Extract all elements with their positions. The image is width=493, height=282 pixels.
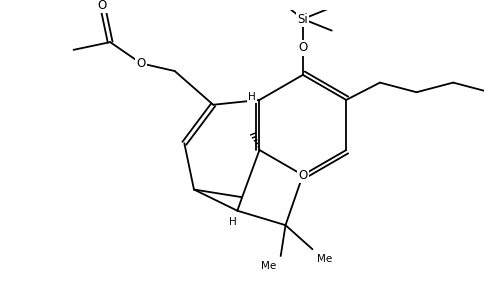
Text: Si: Si (297, 12, 308, 25)
Text: H: H (248, 92, 256, 102)
Text: O: O (298, 169, 308, 182)
Text: H: H (229, 217, 237, 227)
Text: Me: Me (317, 254, 333, 264)
Text: O: O (98, 0, 107, 12)
Text: Me: Me (261, 261, 276, 271)
Text: O: O (137, 57, 145, 70)
Text: O: O (298, 41, 308, 54)
